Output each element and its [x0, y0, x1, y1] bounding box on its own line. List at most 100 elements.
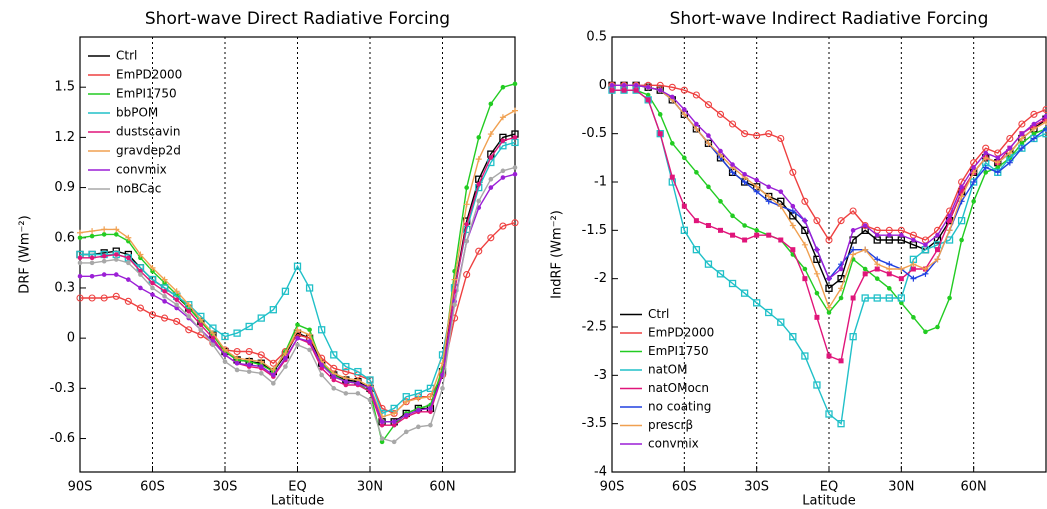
marker — [101, 258, 107, 264]
marker — [971, 165, 976, 170]
legend-label: dustscavin — [116, 125, 180, 139]
marker — [186, 309, 192, 314]
y-tick-label: -0.6 — [50, 431, 75, 446]
marker — [295, 322, 300, 328]
marker — [162, 289, 167, 294]
marker — [343, 379, 349, 384]
marker — [741, 130, 749, 138]
marker — [935, 247, 940, 253]
y-tick-label: -3 — [594, 368, 607, 383]
marker — [245, 347, 253, 356]
marker — [113, 252, 119, 257]
marker — [874, 261, 881, 268]
marker — [403, 398, 410, 405]
marker — [512, 171, 518, 177]
plot — [608, 81, 1047, 428]
marker — [403, 429, 409, 435]
marker — [826, 304, 832, 311]
legend-label: EmPD2000 — [116, 68, 182, 82]
marker — [464, 222, 469, 227]
y-tick-label: 0 — [599, 78, 607, 93]
marker — [814, 290, 820, 296]
marker — [100, 294, 108, 302]
marker — [76, 294, 84, 302]
marker — [778, 189, 784, 194]
marker — [379, 439, 385, 445]
marker — [499, 114, 506, 121]
marker — [354, 367, 362, 376]
marker — [271, 372, 276, 378]
marker — [343, 382, 349, 388]
marker — [197, 316, 204, 323]
x-axis-label: Latitude — [802, 494, 856, 509]
marker — [1031, 131, 1037, 136]
marker — [704, 260, 713, 268]
marker — [982, 164, 989, 171]
marker — [343, 391, 349, 396]
marker — [706, 184, 711, 190]
marker — [740, 289, 749, 297]
marker — [367, 397, 373, 403]
marker — [342, 362, 350, 371]
marker — [283, 364, 288, 369]
marker — [440, 386, 445, 391]
marker — [77, 235, 83, 241]
marker — [499, 222, 507, 230]
marker — [295, 342, 300, 348]
marker — [995, 165, 1001, 170]
marker — [331, 374, 337, 379]
marker — [500, 84, 506, 90]
marker — [500, 168, 506, 174]
x-tick-label: EQ — [288, 480, 306, 495]
marker — [826, 276, 832, 281]
y-tick-label: -3.5 — [582, 416, 607, 431]
marker — [645, 97, 651, 103]
marker — [162, 299, 167, 304]
marker — [221, 332, 229, 341]
marker — [790, 247, 796, 253]
marker — [77, 229, 83, 236]
marker — [873, 294, 881, 302]
marker — [765, 308, 773, 317]
marker — [742, 223, 747, 228]
marker — [958, 193, 965, 200]
marker — [718, 199, 723, 204]
marker — [138, 268, 143, 274]
marker — [451, 276, 458, 283]
marker — [754, 177, 759, 183]
marker — [802, 276, 808, 282]
marker — [1042, 105, 1047, 114]
marker — [1031, 121, 1037, 127]
marker — [138, 272, 143, 277]
marker — [862, 271, 868, 277]
plot — [76, 81, 519, 445]
marker — [825, 284, 833, 292]
marker — [307, 339, 312, 344]
plot-frame — [611, 36, 1047, 473]
marker — [850, 228, 856, 233]
marker — [959, 237, 964, 243]
y-tick-label: -0.3 — [50, 381, 75, 396]
marker — [934, 256, 941, 263]
marker — [77, 260, 83, 266]
marker — [766, 232, 772, 238]
marker — [935, 324, 940, 330]
marker — [886, 266, 893, 272]
marker — [283, 355, 288, 361]
marker — [245, 322, 253, 331]
series-line — [80, 141, 516, 415]
marker — [899, 232, 904, 238]
marker — [512, 107, 518, 114]
marker — [330, 351, 338, 359]
marker — [1019, 131, 1025, 136]
marker — [150, 285, 155, 291]
marker — [258, 364, 264, 369]
marker — [391, 410, 398, 417]
marker — [488, 185, 494, 190]
marker — [1043, 116, 1047, 122]
marker — [680, 226, 688, 234]
marker — [403, 412, 409, 418]
marker — [1043, 113, 1047, 119]
